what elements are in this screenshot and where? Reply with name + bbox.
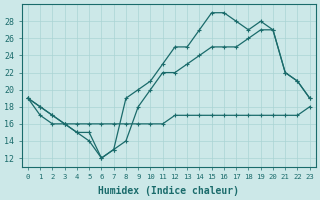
X-axis label: Humidex (Indice chaleur): Humidex (Indice chaleur) (98, 186, 239, 196)
